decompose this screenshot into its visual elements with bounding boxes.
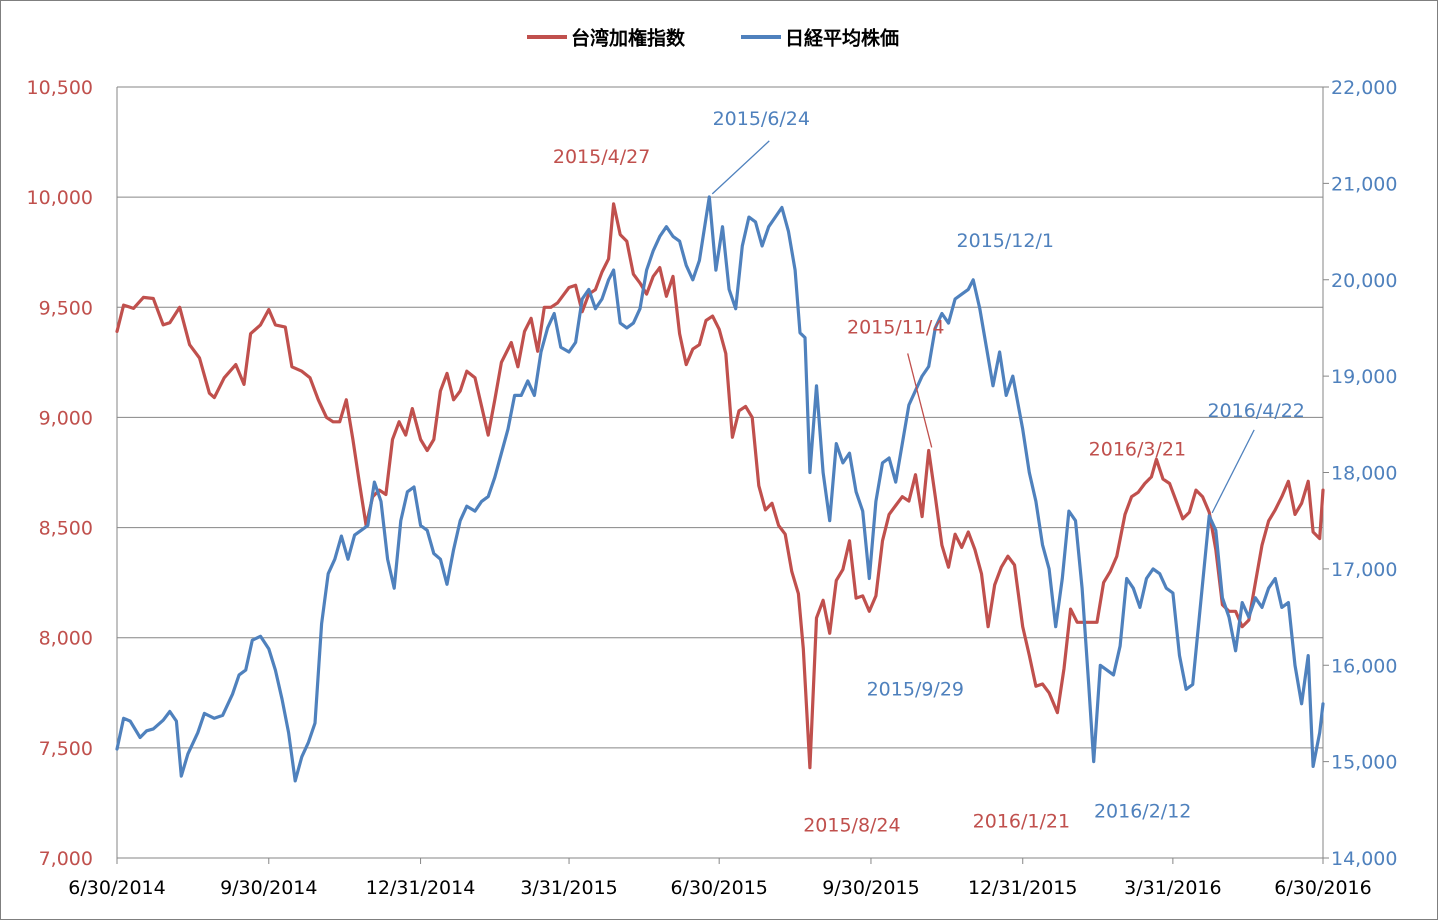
annotation-leader-line [711, 140, 770, 195]
y-left-tick-label: 9,000 [39, 407, 93, 429]
y-right-tick-label: 20,000 [1331, 270, 1397, 292]
y-right-tick-label: 16,000 [1331, 655, 1397, 677]
annotation-label: 2015/9/29 [867, 679, 964, 701]
annotation-label: 2016/3/21 [1089, 438, 1186, 460]
annotation-label: 2015/4/27 [553, 146, 650, 168]
annotation-label: 2015/8/24 [803, 815, 900, 837]
y-left-tick-label: 10,000 [27, 187, 93, 209]
axes: 7,000 7,500 8,000 8,500 9,000 9,500 10,000 10,5… [27, 77, 1398, 899]
x-tick-label: 3/31/2016 [1124, 877, 1221, 899]
annotations: 2015/6/24 2015/4/27 2015/12/1 2015/11/4 2016… [553, 108, 1305, 837]
y-left-tick-label: 9,500 [39, 297, 93, 319]
x-tick-label: 6/30/2014 [68, 877, 165, 899]
x-tick-label: 6/30/2015 [670, 877, 767, 899]
y-left-tick-label: 10,500 [27, 77, 93, 99]
x-tick-label: 12/31/2015 [968, 877, 1078, 899]
y-right-tick-label: 15,000 [1331, 752, 1397, 774]
y-right-tick-label: 21,000 [1331, 173, 1397, 195]
x-tick-label: 6/30/2016 [1274, 877, 1371, 899]
x-tick-label: 12/31/2014 [366, 877, 476, 899]
annotation-label: 2016/2/12 [1094, 801, 1191, 823]
annotation-label: 2015/6/24 [713, 108, 810, 130]
legend: 台湾加権指数 日経平均株価 [527, 27, 899, 50]
y-right-tick-label: 18,000 [1331, 463, 1397, 485]
y-left-tick-label: 7,500 [39, 738, 93, 760]
y-left-tick-label: 8,500 [39, 518, 93, 540]
annotation-label: 2015/11/4 [847, 316, 944, 338]
x-tick-label: 9/30/2015 [822, 877, 919, 899]
y-left-tick-label: 7,000 [39, 848, 93, 870]
y-right-tick-label: 17,000 [1331, 559, 1397, 581]
y-right-tick-label: 22,000 [1331, 77, 1397, 99]
annotation-leader-line [1211, 429, 1255, 514]
y-right-tick-label: 14,000 [1331, 848, 1397, 870]
legend-label-taiwan: 台湾加権指数 [571, 27, 686, 50]
legend-label-nikkei: 日経平均株価 [785, 27, 899, 50]
annotation-label: 2016/4/22 [1207, 400, 1304, 422]
x-tick-label: 9/30/2014 [220, 877, 317, 899]
series-lines [115, 195, 1325, 783]
series-line-nikkei [115, 195, 1325, 783]
annotation-label: 2016/1/21 [973, 811, 1070, 833]
series-line-taiwan [115, 202, 1325, 770]
annotation-leader-line [907, 353, 933, 448]
y-right-tick-label: 19,000 [1331, 366, 1397, 388]
x-tick-label: 3/31/2015 [520, 877, 617, 899]
annotation-label: 2015/12/1 [957, 230, 1054, 252]
y-left-tick-label: 8,000 [39, 628, 93, 650]
gridlines [117, 86, 1323, 749]
